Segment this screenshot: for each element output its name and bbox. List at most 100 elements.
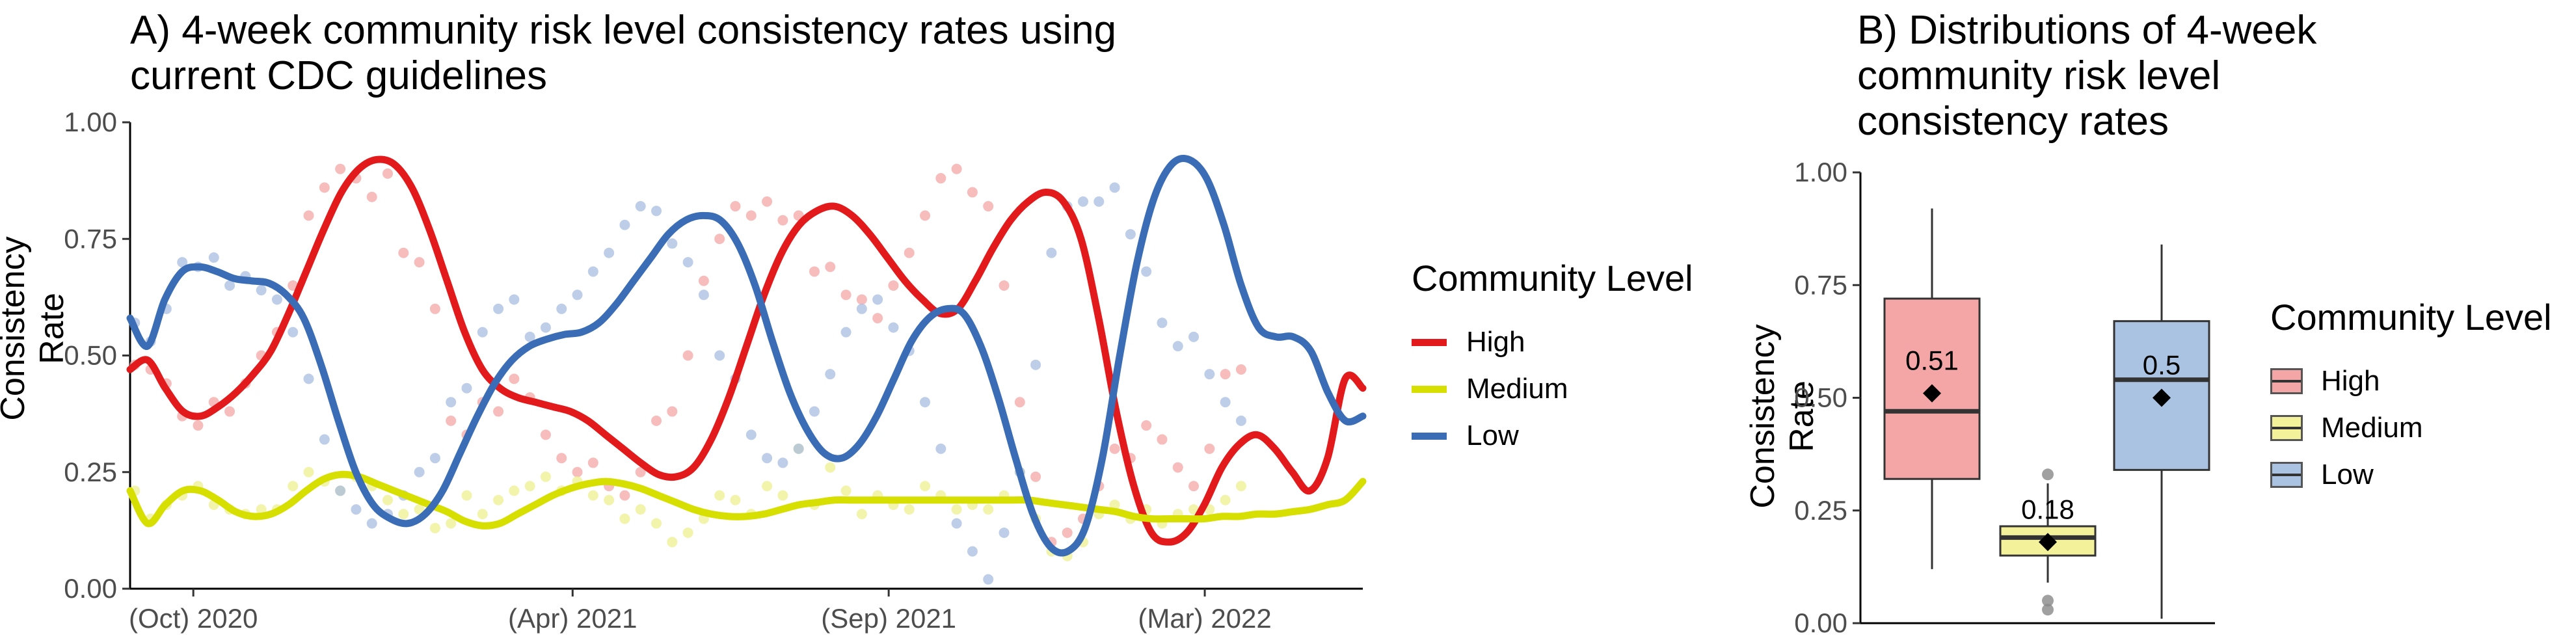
data-point-medium (398, 509, 409, 520)
mean-label-medium: 0.18 (2021, 494, 2074, 524)
data-point-low (256, 285, 267, 296)
data-point-low (698, 289, 709, 301)
data-point-low (619, 219, 630, 230)
data-point-high (429, 303, 440, 314)
data-point-medium (762, 481, 773, 492)
data-point-high (1204, 443, 1215, 454)
data-point-high (587, 457, 598, 468)
data-point-medium (714, 490, 725, 501)
y-tick-label-a: 0.50 (64, 340, 117, 371)
legend-item-medium: Medium (1412, 366, 1693, 412)
data-point-low (1172, 341, 1183, 352)
data-point-medium (682, 527, 693, 538)
data-point-low (667, 238, 678, 249)
data-point-high (983, 201, 994, 212)
data-point-low (1157, 317, 1168, 329)
data-point-medium (635, 504, 646, 515)
data-point-high (224, 406, 235, 417)
legend-label-high: High (1466, 326, 1525, 358)
data-point-high (935, 173, 946, 184)
data-point-low (288, 327, 299, 338)
data-point-high (398, 247, 409, 258)
data-point-medium (540, 471, 551, 482)
data-point-low (762, 453, 773, 464)
data-point-high (493, 406, 504, 417)
data-point-low (856, 303, 867, 314)
data-point-high (414, 257, 425, 268)
legend-box-label-low: Low (2321, 459, 2374, 490)
data-point-medium (651, 518, 662, 529)
data-point-high (635, 466, 646, 477)
data-point-medium (777, 490, 788, 501)
data-point-medium (446, 518, 457, 529)
y-tick-label-b: 0.00 (1794, 608, 1847, 638)
data-point-low (224, 280, 235, 291)
y-tick-label-a: 0.00 (64, 573, 117, 604)
data-point-low (1046, 247, 1057, 258)
panel-a-title: A) 4-week community risk level consisten… (130, 8, 1117, 98)
data-point-low (1141, 266, 1152, 277)
legend-item-box-medium: Medium (2270, 405, 2552, 451)
data-point-medium (429, 522, 440, 533)
data-point-medium (730, 494, 741, 505)
data-point-medium (303, 466, 314, 477)
data-point-high (745, 210, 757, 221)
data-point-low (177, 257, 188, 268)
mean-label-high: 0.51 (1905, 345, 1959, 376)
data-point-low (793, 443, 804, 454)
data-point-high (446, 415, 457, 426)
data-point-medium (840, 485, 852, 496)
data-point-low (366, 518, 377, 529)
data-point-low (967, 546, 978, 557)
data-point-high (651, 415, 662, 426)
data-point-high (1188, 481, 1200, 492)
data-point-low (777, 457, 788, 468)
y-tick-label-b: 1.00 (1794, 157, 1847, 187)
data-point-high (840, 289, 852, 301)
panel-b-title: B) Distributions of 4-week community ris… (1857, 8, 2317, 144)
data-point-low (524, 331, 535, 342)
outlier-point-medium (2042, 595, 2054, 607)
panel-b-legend: Community Level High Medium Low (2270, 296, 2552, 498)
data-point-low (1235, 415, 1246, 426)
outlier-point-medium (2042, 604, 2054, 616)
y-tick-label-a: 0.25 (64, 457, 117, 487)
data-point-low (682, 257, 693, 268)
data-point-low (1220, 397, 1231, 408)
data-point-low (335, 485, 346, 496)
data-point-low (635, 201, 646, 212)
data-point-low (714, 350, 725, 361)
legend-box-label-medium: Medium (2321, 412, 2423, 444)
data-point-high (999, 280, 1010, 291)
data-point-low (414, 466, 425, 477)
data-point-medium (667, 537, 678, 548)
data-point-low (429, 453, 440, 464)
data-point-high (1235, 364, 1246, 375)
data-point-high (667, 406, 678, 417)
data-point-medium (1109, 499, 1120, 510)
data-point-low (556, 303, 567, 314)
data-point-high (303, 210, 314, 221)
data-point-low (271, 294, 282, 305)
legend-item-box-low: Low (2270, 451, 2552, 498)
data-point-high (698, 275, 709, 286)
data-point-medium (1235, 481, 1246, 492)
data-point-high (967, 187, 978, 198)
data-point-low (1093, 196, 1105, 207)
data-point-high (809, 266, 820, 277)
data-point-high (1172, 462, 1183, 473)
y-tick-label-b: 0.50 (1794, 382, 1847, 413)
series-line-low (126, 155, 1367, 557)
data-point-high (335, 163, 346, 174)
legend-label-medium: Medium (1466, 373, 1568, 405)
y-tick-label-b: 0.75 (1794, 269, 1847, 300)
data-point-low (825, 369, 836, 380)
data-point-high (556, 453, 567, 464)
data-point-high (319, 182, 330, 193)
data-point-high (856, 294, 867, 305)
data-point-low (509, 294, 520, 305)
boxplot-chart-b: 0.00 0.25 0.50 0.75 1.00 0.51 0.18 0.5 (1794, 157, 2215, 638)
data-point-low (935, 443, 946, 454)
data-point-high (730, 201, 741, 212)
legend-box-high (2270, 368, 2303, 394)
